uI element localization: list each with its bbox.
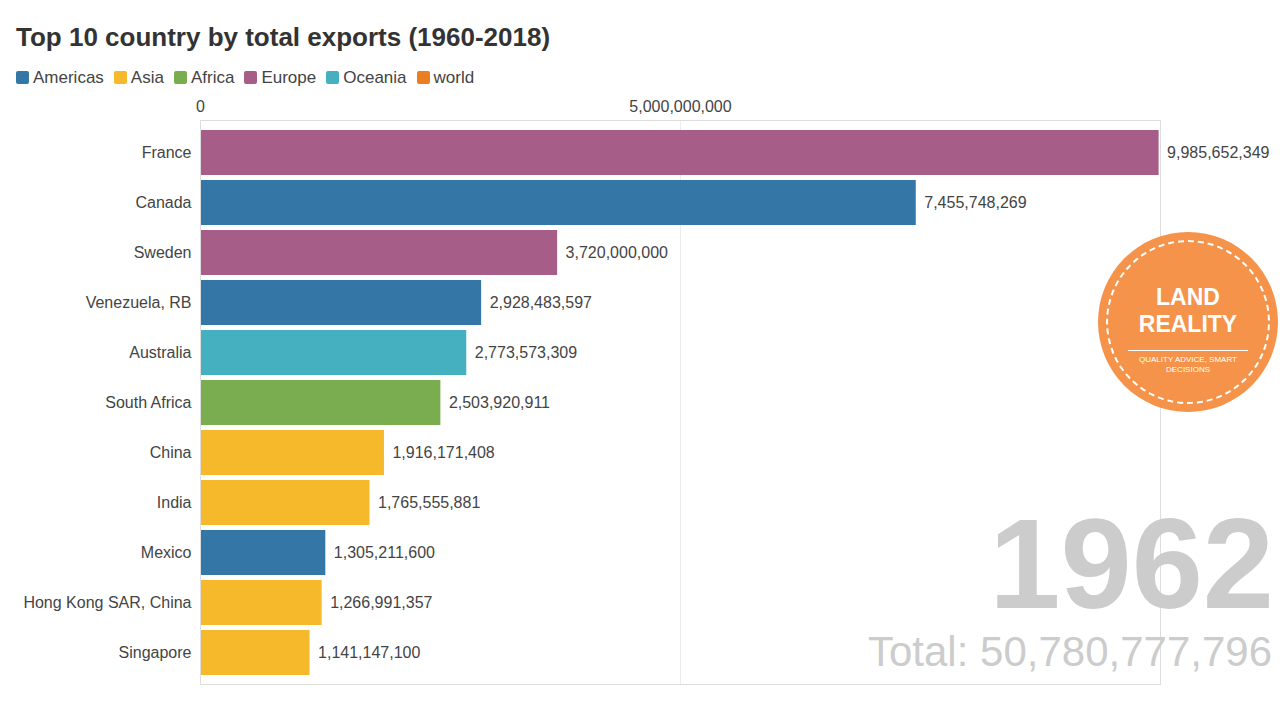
html-text:Top 10 country by total export: Top 10 country by total exports (1960-20… [16, 22, 551, 52]
svg-text:Australia: Australia [129, 344, 191, 361]
svg-text:Hong Kong SAR, China: Hong Kong SAR, China [23, 594, 191, 611]
svg-text:7,455,748,269: 7,455,748,269 [924, 194, 1026, 211]
svg-text:1,141,147,100: 1,141,147,100 [318, 644, 420, 661]
svg-text:India: India [157, 494, 192, 511]
html-text:world: world [433, 68, 475, 87]
html-text:REALITY: REALITY [1138, 311, 1238, 337]
html-text:QUALITY ADVICE, SMART DECISION: QUALITY ADVICE, SMART DECISIONS [1139, 355, 1237, 374]
svg-text:Canada: Canada [135, 194, 191, 211]
html-text:Total: 50,780,777,796: Total: 50,780,777,796 [868, 628, 1272, 675]
html-text:1962: 1962 [989, 492, 1274, 635]
svg-text:5,000,000,000: 5,000,000,000 [629, 98, 731, 115]
html-text:LAND: LAND [1156, 284, 1220, 310]
svg-text:1,266,991,357: 1,266,991,357 [330, 594, 432, 611]
svg-text:1,305,211,600: 1,305,211,600 [334, 544, 435, 561]
svg-text:1,916,171,408: 1,916,171,408 [392, 444, 494, 461]
svg-text:2,773,573,309: 2,773,573,309 [475, 344, 577, 361]
svg-text:Sweden: Sweden [134, 244, 192, 261]
html-text:Americas: Americas [33, 68, 104, 87]
html-text:Oceania: Oceania [343, 68, 407, 87]
html-text:Europe: Europe [261, 68, 317, 87]
svg-text:China: China [150, 444, 192, 461]
svg-text:Venezuela, RB: Venezuela, RB [86, 294, 192, 311]
svg-text:0: 0 [196, 98, 205, 115]
svg-text:France: France [142, 144, 192, 161]
html-text:Africa: Africa [190, 68, 235, 87]
html-text:Asia: Asia [130, 68, 164, 87]
svg-text:Mexico: Mexico [141, 544, 192, 561]
svg-text:South Africa: South Africa [105, 394, 191, 411]
svg-text:3,720,000,000: 3,720,000,000 [566, 244, 668, 261]
svg-text:1,765,555,881: 1,765,555,881 [378, 494, 480, 511]
svg-text:2,928,483,597: 2,928,483,597 [490, 294, 592, 311]
svg-text:9,985,652,349: 9,985,652,349 [1167, 144, 1269, 161]
svg-text:2,503,920,911: 2,503,920,911 [449, 394, 550, 411]
svg-text:Singapore: Singapore [119, 644, 192, 661]
